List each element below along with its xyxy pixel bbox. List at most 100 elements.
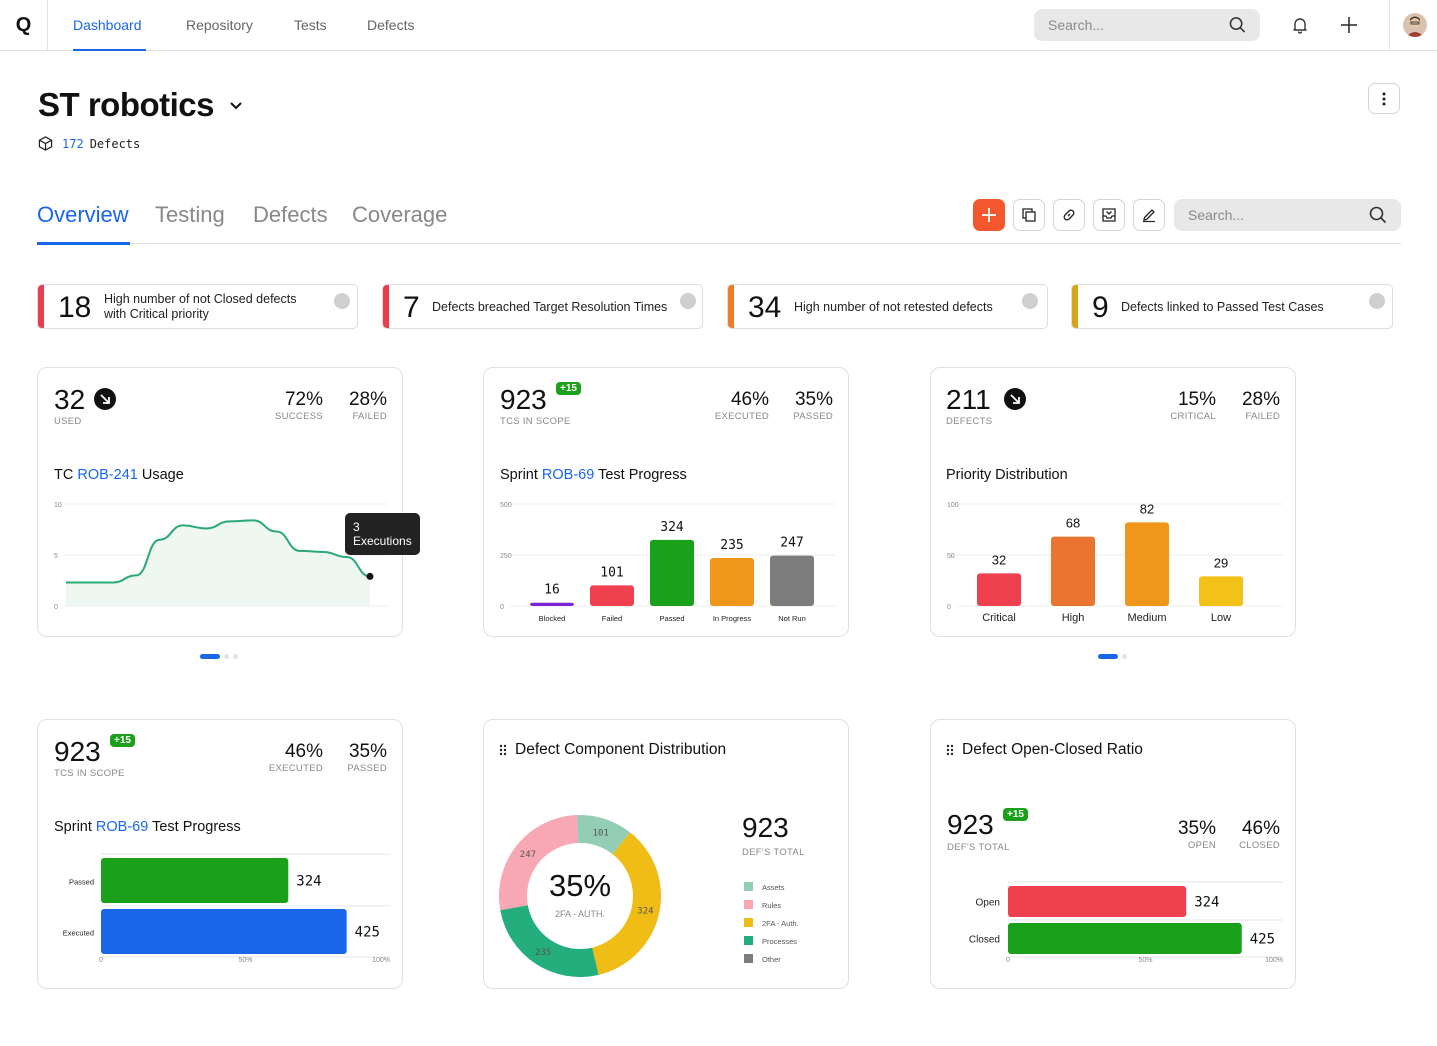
failed-label: FAILED (1245, 411, 1280, 422)
failed-percent: 28% (348, 389, 387, 410)
x-tick-label: 50% (238, 957, 252, 964)
sprint-progress-card: 923 +15 TCS IN SCOPE 46% EXECUTED 35% PA… (37, 719, 403, 989)
alert-card[interactable]: 7 Defects breached Target Resolution Tim… (382, 284, 703, 329)
legend-swatch (744, 882, 753, 891)
carousel-dot[interactable] (1098, 654, 1118, 659)
success-label: SUCCESS (274, 411, 323, 422)
y-tick-label: 0 (947, 604, 951, 611)
tab-defects[interactable]: Defects (253, 202, 328, 227)
bar-value-label: 68 (1066, 516, 1080, 531)
user-avatar[interactable] (1403, 13, 1427, 37)
duplicate-button[interactable] (1013, 199, 1045, 231)
sprint-link[interactable]: ROB-69 (95, 819, 149, 835)
tcs-count: 923 (500, 384, 547, 415)
y-tick-label: 0 (54, 604, 58, 611)
save-to-inbox-button[interactable] (1093, 199, 1125, 231)
component-distribution-card: Defect Component Distribution 101 324 235 2… (483, 719, 849, 989)
legend-label: Processes (762, 937, 797, 946)
donut-center-value: 35% (548, 868, 612, 903)
defects-count: 211 (946, 384, 991, 415)
copy-icon (1022, 208, 1036, 222)
component-donut-chart: 101 324 235 247 Assets Rules 2FA - Auth. Proces… (499, 815, 799, 977)
priority-bar-chart: 100 50 0 32 Critical 68 High 82 Medium 29 Low (947, 501, 1283, 624)
project-switcher-button[interactable] (225, 95, 247, 117)
alert-severity-bar (38, 285, 44, 328)
card-title: Defect Open-Closed Ratio (962, 741, 1143, 758)
bar (1199, 576, 1243, 606)
chart-title: TC ROB-241 Usage (54, 467, 184, 483)
link-button[interactable] (1053, 199, 1085, 231)
inbox-download-icon (1102, 208, 1116, 222)
priority-distribution-card: 211 DEFECTS 15% CRITICAL 28% FAILED Prio… (930, 367, 1296, 637)
test-case-link[interactable]: ROB-241 (77, 467, 138, 483)
used-label: USED (54, 416, 82, 427)
create-button[interactable] (1337, 13, 1361, 37)
pencil-icon (1143, 209, 1155, 223)
sprint-horizontal-bar-chart: 324 Passed 425 Executed 0 50% 100% (63, 853, 390, 964)
divider (1389, 0, 1390, 51)
carousel-dot[interactable] (224, 654, 229, 659)
x-tick-label: 50% (1138, 957, 1152, 964)
legend-swatch (744, 918, 753, 927)
bar-value-label: 324 (296, 874, 321, 890)
alert-text: High number of not Closed defects with C… (104, 292, 297, 321)
plus-icon (982, 208, 996, 222)
y-category-label: Closed (969, 935, 1000, 946)
bar (1008, 923, 1242, 954)
success-percent: 72% (284, 389, 323, 410)
defects-summary: 172 Defects (38, 136, 140, 151)
global-search-input[interactable] (1048, 17, 1229, 33)
tab-coverage[interactable]: Coverage (352, 202, 448, 227)
delta-badge: +15 (556, 382, 581, 395)
chevron-down-icon (230, 102, 242, 110)
chart-title: Priority Distribution (946, 467, 1068, 483)
clock-icon (334, 293, 350, 309)
series-area (66, 520, 370, 606)
nav-defects[interactable]: Defects (367, 17, 415, 33)
sprint-link[interactable]: ROB-69 (541, 467, 595, 483)
title-suffix: Test Progress (152, 819, 241, 835)
executed-label: EXECUTED (714, 411, 769, 422)
pie-slice (499, 815, 579, 911)
alert-card[interactable]: 18 High number of not Closed defects wit… (37, 284, 358, 329)
y-tick-label: 0 (500, 604, 504, 611)
alert-card[interactable]: 34 High number of not retested defects (727, 284, 1048, 329)
bar-value-label: 425 (1250, 932, 1275, 948)
y-tick-label: 250 (500, 553, 512, 560)
bar (710, 558, 754, 606)
nav-tests[interactable]: Tests (294, 17, 327, 33)
alert-severity-bar (728, 285, 734, 328)
passed-percent: 35% (794, 389, 833, 410)
slice-value-label: 247 (520, 850, 536, 860)
more-options-button[interactable] (1368, 83, 1400, 114)
legend-swatch (744, 936, 753, 945)
tab-overview[interactable]: Overview (37, 202, 129, 227)
x-tick-label: 0 (99, 957, 103, 964)
critical-percent: 15% (1177, 389, 1216, 410)
closed-label: CLOSED (1239, 840, 1280, 851)
defects-count[interactable]: 172 (62, 136, 84, 151)
global-search[interactable] (1034, 9, 1260, 41)
tabs-divider (37, 243, 1401, 244)
add-button[interactable] (973, 199, 1005, 231)
carousel-dot[interactable] (1122, 654, 1127, 659)
y-tick-label: 500 (500, 502, 512, 509)
nav-repository[interactable]: Repository (186, 17, 253, 33)
carousel-dot[interactable] (233, 654, 238, 659)
carousel-dot[interactable] (200, 654, 220, 659)
dashboard-search[interactable] (1174, 199, 1401, 231)
nav-dashboard[interactable]: Dashboard (73, 17, 142, 33)
alert-card[interactable]: 9 Defects linked to Passed Test Cases (1071, 284, 1393, 329)
bar (1125, 522, 1169, 606)
series-line (66, 519, 371, 584)
tab-testing[interactable]: Testing (155, 202, 225, 227)
used-count: 32 (54, 384, 86, 415)
drag-handle-icon[interactable] (946, 744, 954, 756)
ratio-horizontal-bar-chart: 324 Open 425 Closed 0 50% 100% (969, 881, 1283, 964)
app-logo[interactable]: Q (0, 0, 48, 51)
edit-button[interactable] (1133, 199, 1165, 231)
notifications-button[interactable] (1288, 13, 1312, 37)
drag-handle-icon[interactable] (499, 744, 507, 756)
alert-count: 18 (58, 291, 92, 324)
dashboard-search-input[interactable] (1188, 207, 1369, 223)
